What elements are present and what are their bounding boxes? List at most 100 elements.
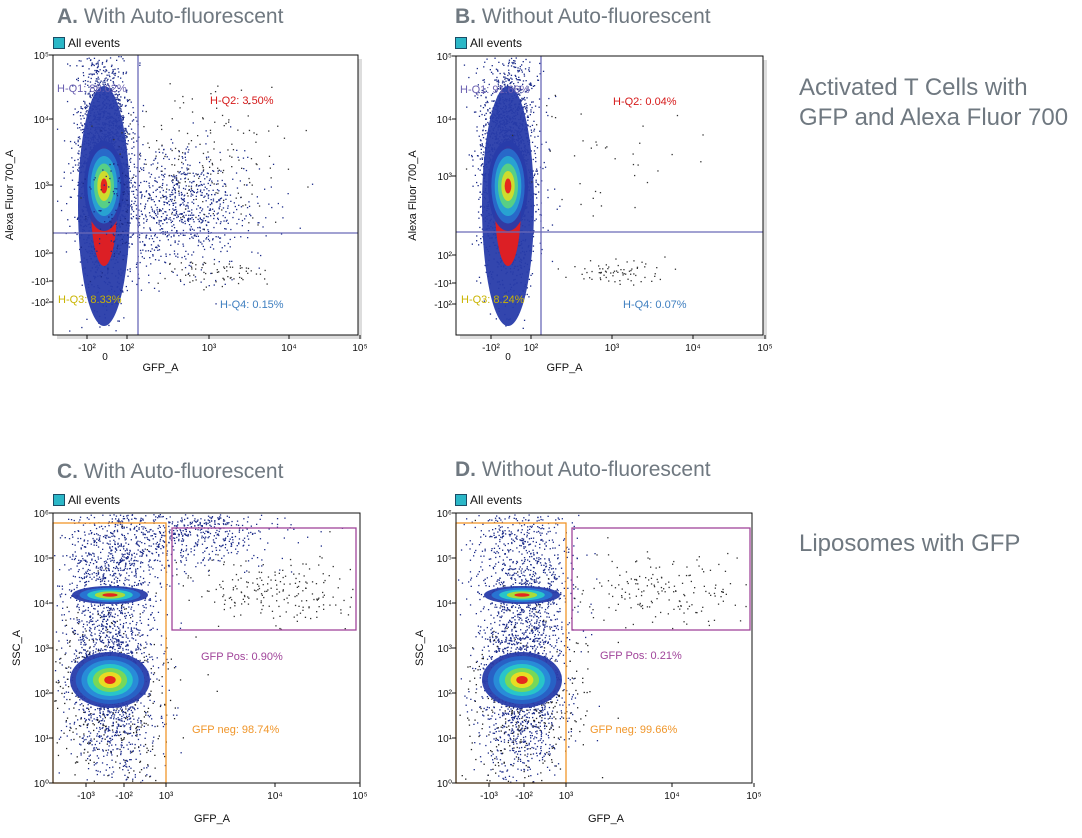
gate-label-q2: H-Q2: 3.50% bbox=[210, 95, 274, 107]
x-tick-label: 10³ bbox=[159, 791, 174, 802]
legend-swatch-icon bbox=[53, 37, 65, 49]
scatter-q4-cluster bbox=[557, 256, 677, 286]
panel-b-legend: All events bbox=[455, 36, 522, 50]
plot-frame bbox=[455, 55, 764, 336]
y-tick-label: 10⁶ bbox=[437, 509, 452, 520]
panel-a-letter: A. bbox=[57, 5, 78, 28]
side-label-liposomes: Liposomes with GFP bbox=[799, 529, 1020, 559]
panel-b-letter: B. bbox=[455, 5, 476, 28]
x-tick-label: -10² bbox=[482, 343, 500, 354]
x-tick-label: 10² bbox=[120, 343, 135, 354]
gate-label-q1: H-Q1: 91.66% bbox=[460, 84, 530, 96]
density-mid-band bbox=[102, 593, 118, 597]
panel-c-title-text: With Auto-fluorescent bbox=[83, 460, 284, 483]
x-tick-label: 10⁵ bbox=[352, 343, 367, 354]
side-label-tcells-line1: Activated T Cells with bbox=[799, 74, 1028, 101]
y-tick-label: 10³ bbox=[438, 644, 453, 655]
y-axis-label: Alexa Fluor 700_A bbox=[407, 150, 419, 241]
y-tick-label: 10³ bbox=[35, 644, 50, 655]
y-tick-label: 10⁴ bbox=[34, 599, 49, 610]
plot-background bbox=[53, 513, 360, 783]
x-axis-label: GFP_A bbox=[194, 813, 231, 825]
y-tick-label: 10² bbox=[438, 251, 453, 262]
panel-b-title-text: Without Auto-fluorescent bbox=[481, 5, 711, 28]
scatter-smear bbox=[89, 514, 344, 585]
x-axis-label: GFP_A bbox=[142, 362, 179, 374]
y-tick-label: 10⁶ bbox=[34, 509, 49, 520]
plot-a: H-Q1: 88.02% H-Q2: 3.50% H-Q3: 8.33% H-Q4: … bbox=[4, 51, 368, 374]
x-tick-label: 10³ bbox=[202, 343, 217, 354]
gate-label-q1: H-Q1: 88.02% bbox=[57, 83, 127, 95]
x-axis-label: GFP_A bbox=[546, 362, 583, 374]
density-core bbox=[100, 178, 108, 194]
x-tick-label: 10⁴ bbox=[267, 791, 282, 802]
y-tick-label: -10² bbox=[434, 300, 452, 311]
panel-c-letter: C. bbox=[57, 460, 78, 483]
gate-gfp-pos bbox=[171, 527, 357, 631]
scatter-upper bbox=[458, 514, 596, 728]
plot-d: GFP Pos: 0.21% GFP neg: 99.66% 10⁶ 10⁵ 10⁴ 10… bbox=[414, 509, 762, 825]
y-tick-label: -10¹ bbox=[434, 279, 452, 290]
x-tick-label: 0 bbox=[102, 352, 108, 363]
y-tick-label: 10⁴ bbox=[437, 115, 452, 126]
legend-label: All events bbox=[68, 493, 121, 507]
y-tick-label: 10² bbox=[35, 689, 50, 700]
x-tick-label: -10² bbox=[78, 343, 96, 354]
legend-swatch-icon bbox=[455, 37, 467, 49]
x-tick-label: 0 bbox=[505, 352, 511, 363]
x-tick-label: 10⁴ bbox=[664, 791, 679, 802]
side-label-tcells: Activated T Cells with GFP and Alexa Flu… bbox=[799, 73, 1068, 133]
y-axis-label: SSC_A bbox=[414, 629, 426, 666]
panel-a-title: A. With Auto-fluorescent bbox=[57, 5, 283, 29]
panel-d-letter: D. bbox=[455, 458, 476, 481]
density-core bbox=[504, 178, 512, 194]
x-tick-label: 10⁵ bbox=[757, 343, 772, 354]
plot-frame bbox=[52, 54, 359, 336]
y-tick-label: 10³ bbox=[35, 181, 50, 192]
panel-d-legend: All events bbox=[455, 493, 522, 507]
y-tick-label: 10⁴ bbox=[437, 599, 452, 610]
gate-label-gfp-neg: GFP neg: 98.74% bbox=[192, 724, 279, 736]
x-tick-label: -10³ bbox=[77, 791, 95, 802]
gate-label-q4: H-Q4: 0.15% bbox=[220, 299, 284, 311]
side-label-tcells-line2: GFP and Alexa Fluor 700 bbox=[799, 104, 1069, 131]
x-tick-label: 10⁵ bbox=[352, 791, 367, 802]
y-axis-label: SSC_A bbox=[11, 629, 23, 666]
plot-b: H-Q1: 91.66% H-Q2: 0.04% H-Q3: 8.24% H-Q4: … bbox=[407, 52, 773, 374]
panel-b-title: B. Without Auto-fluorescent bbox=[455, 5, 711, 29]
scatter-gfp-pos bbox=[574, 537, 747, 630]
gate-gfp-pos bbox=[571, 527, 751, 631]
gate-label-gfp-pos: GFP Pos: 0.21% bbox=[600, 650, 682, 662]
x-tick-label: -10² bbox=[115, 791, 133, 802]
density-mid-band bbox=[514, 593, 530, 597]
plot-c: GFP Pos: 0.90% GFP neg: 98.74% 10⁶ 10⁵ 10⁴ 10… bbox=[11, 509, 368, 825]
x-tick-label: 10⁴ bbox=[281, 343, 296, 354]
panel-c-legend: All events bbox=[53, 493, 120, 507]
panel-d-title: D. Without Auto-fluorescent bbox=[455, 458, 711, 482]
density-core bbox=[104, 676, 116, 684]
gate-label-q3: H-Q3: 8.24% bbox=[461, 294, 525, 306]
side-label-liposomes-text: Liposomes with GFP bbox=[799, 530, 1021, 557]
x-tick-label: 10² bbox=[524, 343, 539, 354]
legend-label: All events bbox=[470, 36, 523, 50]
y-tick-label: 10³ bbox=[438, 172, 453, 183]
panel-a-legend: All events bbox=[53, 36, 120, 50]
y-tick-label: 10² bbox=[438, 689, 453, 700]
legend-label: All events bbox=[68, 36, 121, 50]
x-tick-label: -10³ bbox=[480, 791, 498, 802]
legend-swatch-icon bbox=[53, 494, 65, 506]
density-core bbox=[516, 676, 528, 684]
y-tick-label: 10⁵ bbox=[34, 51, 49, 62]
legend-swatch-icon bbox=[455, 494, 467, 506]
y-tick-label: 10² bbox=[35, 249, 50, 260]
y-tick-label: -10² bbox=[31, 298, 49, 309]
y-tick-label: 10⁴ bbox=[34, 115, 49, 126]
y-tick-label: 10⁵ bbox=[437, 52, 452, 63]
panel-a-title-text: With Auto-fluorescent bbox=[83, 5, 284, 28]
gate-label-gfp-neg: GFP neg: 99.66% bbox=[590, 724, 677, 736]
x-tick-label: 10⁴ bbox=[685, 343, 700, 354]
x-tick-label: -10² bbox=[515, 791, 533, 802]
scatter-q2-sparse bbox=[80, 83, 309, 231]
gate-label-q4: H-Q4: 0.07% bbox=[623, 299, 687, 311]
gate-label-gfp-pos: GFP Pos: 0.90% bbox=[201, 651, 283, 663]
